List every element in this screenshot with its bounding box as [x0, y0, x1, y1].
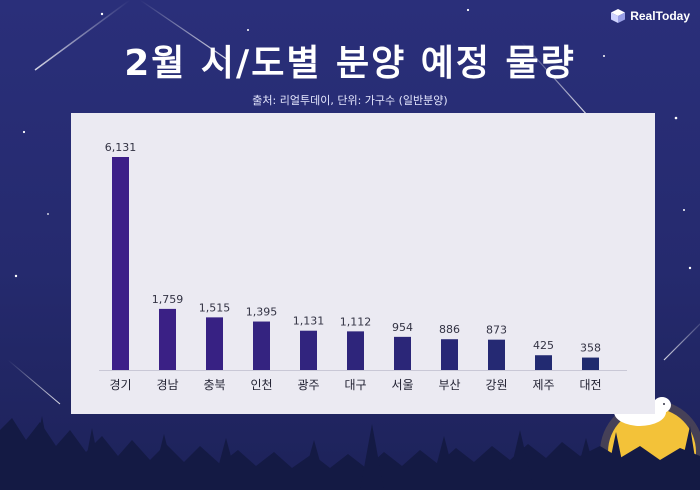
brand-logo: RealToday	[610, 8, 690, 24]
category-label: 광주	[297, 378, 319, 392]
page-subtitle: 출처: 리얼투데이, 단위: 가구수 (일반분양)	[252, 94, 448, 107]
star	[22, 130, 26, 134]
star	[47, 213, 49, 215]
bar-1	[112, 157, 129, 370]
star	[683, 209, 685, 211]
star	[603, 55, 605, 57]
value-label: 358	[580, 342, 601, 355]
bar-3	[206, 317, 223, 370]
shooting-star	[139, 0, 229, 61]
value-label: 1,759	[152, 293, 184, 306]
shooting-star	[663, 323, 700, 361]
bar-9	[488, 339, 505, 370]
category-label: 인천	[250, 377, 272, 392]
value-label: 1,395	[246, 306, 278, 319]
category-label: 제주	[532, 378, 554, 392]
value-label: 1,112	[340, 315, 372, 328]
value-label: 1,131	[293, 315, 325, 328]
bar-4	[253, 321, 270, 370]
page-title: 2월 시/도별 분양 예정 물량	[124, 43, 576, 84]
category-label: 대전	[579, 378, 601, 392]
bar-5	[300, 330, 317, 370]
star	[14, 274, 18, 278]
star	[100, 12, 104, 16]
value-label: 886	[439, 323, 460, 336]
value-label: 425	[533, 339, 554, 352]
forest-silhouette	[0, 416, 700, 490]
chart-panel: 6,131 경기 1,759 경남 1,515 충북 1,395 인천 1,131 광주 1,112…	[71, 113, 655, 414]
category-label: 경남	[156, 378, 178, 392]
star	[466, 8, 470, 12]
value-label: 873	[486, 324, 507, 337]
value-label: 954	[392, 321, 413, 334]
cube-icon	[611, 9, 626, 23]
category-label: 경기	[109, 378, 131, 392]
category-label: 충북	[203, 378, 225, 392]
bar-7	[394, 336, 411, 370]
logo-text: RealToday	[630, 9, 690, 23]
shooting-star	[34, 0, 131, 71]
shooting-star	[7, 359, 61, 405]
star	[674, 116, 678, 120]
bar-2	[159, 308, 176, 370]
value-label: 6,131	[105, 141, 137, 154]
bar-10	[535, 355, 552, 370]
category-label: 부산	[438, 378, 460, 392]
star	[688, 266, 692, 270]
bar-chart: 6,131 경기 1,759 경남 1,515 충북 1,395 인천 1,131 광주 1,112…	[99, 141, 627, 392]
bar-8	[441, 339, 458, 370]
value-label: 1,515	[199, 301, 231, 314]
bars-group: 6,131 경기 1,759 경남 1,515 충북 1,395 인천 1,131 광주 1,112…	[105, 141, 602, 392]
category-label: 서울	[391, 378, 413, 392]
bar-11	[582, 357, 599, 370]
category-label: 대구	[344, 378, 366, 392]
bar-6	[347, 331, 364, 370]
star	[247, 29, 249, 31]
shooting-star	[519, 39, 589, 117]
category-label: 강원	[485, 378, 507, 392]
